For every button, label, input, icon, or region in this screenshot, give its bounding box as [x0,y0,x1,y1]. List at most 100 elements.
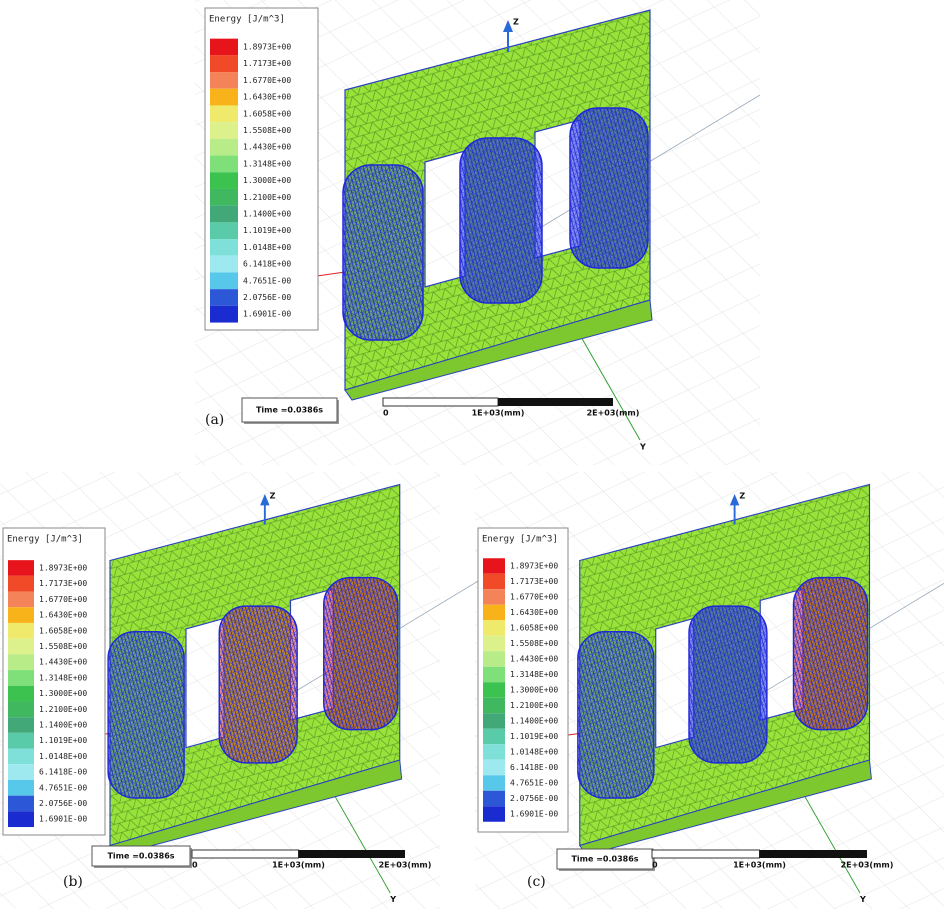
scale-label: 1E+03(mm) [733,861,786,870]
scale-label: 1E+03(mm) [272,861,325,870]
legend-swatch [210,156,238,173]
legend-label: 1.4430E+00 [510,655,558,664]
scale-label: 0 [652,861,658,870]
legend-label: 1.3000E+00 [243,176,291,185]
legend-label: 1.5508E+00 [510,639,558,648]
legend-swatch [483,698,505,714]
scale-label: 0 [383,409,389,418]
legend-label: 1.1400E+00 [243,210,291,219]
legend-swatch [210,55,238,72]
legend-swatch [8,780,34,796]
legend-label: 1.8973E+00 [243,43,291,52]
legend-label: 1.6770E+00 [510,593,558,602]
legend-label: 1.3000E+00 [39,689,87,698]
legend-label: 1.6058E+00 [39,626,87,635]
legend-label: 1.4430E+00 [243,143,291,152]
legend-swatch [8,639,34,655]
legend-swatch [483,744,505,760]
legend-swatch [483,806,505,822]
legend-label: 1.0148E+00 [39,752,87,761]
time-label: Time =0.0386s [107,852,174,861]
legend-swatch [8,576,34,592]
legend-swatch [483,651,505,667]
axis-label: Y [859,895,866,904]
legend-swatch [8,764,34,780]
legend-label: 1.3148E+00 [510,670,558,679]
legend-label: 1.6901E-00 [39,815,87,824]
legend-swatch [210,306,238,323]
legend-swatch [8,749,34,765]
legend-swatch [483,589,505,605]
legend-swatch [210,139,238,156]
scale-label: 2E+03(mm) [379,861,432,870]
scale-bar-white [383,398,498,406]
axis-label: Z [739,491,745,500]
legend-swatch [8,623,34,639]
legend-label: 1.6901E-00 [243,310,291,319]
legend-label: 4.7651E-00 [39,783,87,792]
legend-swatch [483,636,505,652]
axis-label: Y [639,443,646,452]
legend-swatch [210,72,238,89]
scale-label: 2E+03(mm) [587,409,640,418]
legend-label: 4.7651E-00 [243,276,291,285]
legend-swatch [483,760,505,776]
legend-swatch [210,239,238,256]
legend-swatch [8,560,34,576]
legend-label: 1.0148E+00 [510,748,558,757]
legend-title: Energy [J/m^3] [7,535,83,545]
legend-swatch [210,272,238,289]
legend-label: 1.7173E+00 [510,577,558,586]
legend-swatch [8,701,34,717]
figure: Energy [J/m^3] 1.8973E+00 1.7173E+00 1.6770… [0,0,944,909]
legend-label: 1.8973E+00 [510,562,558,571]
legend-swatch [210,206,238,223]
legend-swatch [483,791,505,807]
legend-swatch [210,172,238,189]
legend-label: 1.3148E+00 [243,159,291,168]
legend-label: 2.0756E-00 [39,799,87,808]
legend-title: Energy [J/m^3] [209,15,285,25]
time-label: Time =0.0386s [571,855,638,864]
scale-bar-black [760,850,868,858]
legend-label: 1.2100E+00 [39,705,87,714]
scale-bar-black [299,850,406,858]
legend-swatch [8,607,34,623]
legend-swatch [483,729,505,745]
legend-label: 1.6430E+00 [243,93,291,102]
legend-label: 1.6058E+00 [243,109,291,118]
time-label: Time =0.0386s [256,406,323,415]
legend-swatch [8,796,34,812]
legend-swatch [210,89,238,106]
legend-swatch [210,189,238,206]
legend-label: 4.7651E-00 [510,779,558,788]
legend-label: 6.1418E+00 [243,260,291,269]
panel-label: (a) [205,412,224,428]
legend-swatch [8,670,34,686]
legend-label: 1.5508E+00 [243,126,291,135]
legend-swatch [210,256,238,273]
legend-swatch [483,620,505,636]
panel-label: (c) [527,874,546,890]
legend-label: 1.2100E+00 [510,701,558,710]
axis-label: Z [513,18,519,27]
legend-label: 1.6770E+00 [39,595,87,604]
legend-label: 2.0756E-00 [510,794,558,803]
legend-swatch [210,39,238,56]
legend-label: 6.1418E-00 [39,768,87,777]
legend-swatch [8,717,34,733]
legend-label: 1.4430E+00 [39,658,87,667]
legend-label: 1.5508E+00 [39,642,87,651]
legend-label: 1.1019E+00 [510,732,558,741]
legend-swatch [483,667,505,683]
legend-swatch [8,592,34,608]
legend-label: 1.0148E+00 [243,243,291,252]
scale-label: 0 [192,861,198,870]
legend-swatch [8,654,34,670]
legend-label: 1.6901E-00 [510,810,558,819]
scale-label: 2E+03(mm) [841,861,894,870]
legend-swatch [483,713,505,729]
legend-swatch [483,574,505,590]
legend-label: 1.6430E+00 [510,608,558,617]
legend-swatch [210,289,238,306]
